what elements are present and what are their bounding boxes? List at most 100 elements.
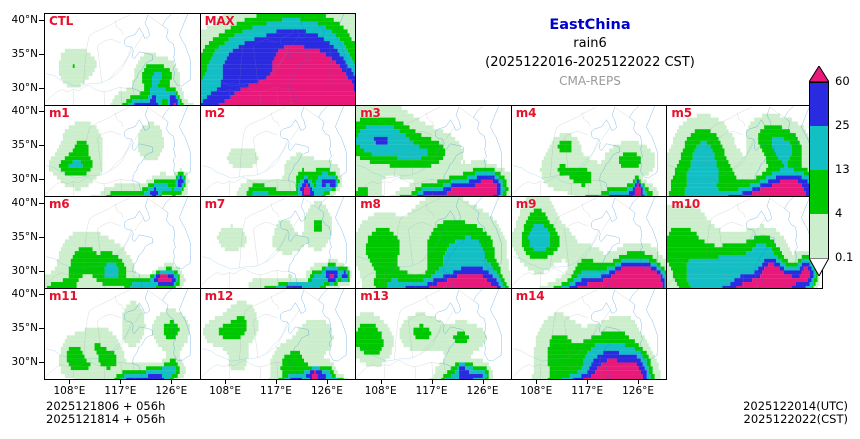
- precipitation-field: [356, 289, 511, 380]
- x-tick-mark: [380, 379, 382, 384]
- panel-label-m7: m7: [204, 197, 226, 211]
- colorbar-over-arrow: [808, 65, 830, 83]
- map-panel-m8: m8: [355, 196, 512, 289]
- x-tick-label: 108°E: [209, 385, 242, 397]
- precipitation-field: [511, 197, 667, 288]
- panel-label-m4: m4: [515, 105, 537, 120]
- colorbar-band: [809, 126, 829, 170]
- y-tick-mark: [39, 294, 44, 296]
- y-tick-label: 40°N: [11, 13, 38, 26]
- panel-label-m11: m11: [49, 288, 78, 303]
- y-tick-label: 35°N: [11, 139, 38, 152]
- precipitation-field: [45, 106, 200, 197]
- y-tick-mark: [39, 202, 44, 204]
- y-tick-mark: [39, 179, 44, 181]
- y-tick-label: 35°N: [11, 322, 38, 335]
- x-tick-label: 117°E: [104, 385, 137, 397]
- map-panel-m7: m7: [199, 196, 357, 289]
- colorbar-tick-label: 0.1: [835, 250, 854, 264]
- y-tick-label: 35°N: [11, 47, 38, 60]
- colorbar-band: [809, 82, 829, 126]
- y-tick-label: 30°N: [11, 356, 38, 369]
- colorbar-under-arrow: [808, 257, 830, 278]
- x-tick-label: 126°E: [466, 385, 499, 397]
- x-tick-label: 108°E: [520, 385, 553, 397]
- model-source-label: CMA-REPS: [559, 74, 621, 88]
- panel-label-max: MAX: [204, 14, 235, 28]
- x-tick-mark: [536, 379, 538, 384]
- y-tick-label: 30°N: [11, 81, 38, 94]
- map-panel-m12: m12: [199, 287, 357, 380]
- y-tick-label: 30°N: [11, 173, 38, 186]
- panel-label-m9: m9: [515, 197, 537, 211]
- x-tick-mark: [638, 379, 640, 384]
- footer-init-time-2: 2025121814 + 056h: [46, 412, 166, 426]
- x-tick-mark: [225, 379, 227, 384]
- colorbar-band: [809, 214, 829, 258]
- panel-label-m13: m13: [360, 288, 389, 303]
- y-tick-mark: [39, 19, 44, 21]
- x-tick-mark: [69, 379, 71, 384]
- y-tick-label: 35°N: [11, 230, 38, 243]
- x-tick-mark: [482, 379, 484, 384]
- precipitation-field: [356, 105, 511, 197]
- map-panel-m6: m6: [44, 196, 201, 289]
- x-tick-mark: [120, 379, 122, 384]
- map-panel-max: MAX: [199, 13, 357, 106]
- x-tick-mark: [171, 379, 173, 384]
- footer-valid-cst: 2025122022(CST): [743, 412, 849, 426]
- panel-label-ctl: CTL: [49, 14, 74, 28]
- precipitation-field: [200, 14, 356, 105]
- map-panel-m3: m3: [355, 104, 512, 197]
- map-panel-m9: m9: [510, 196, 668, 289]
- x-tick-label: 126°E: [155, 385, 188, 397]
- valid-time-range: (2025122016-2025122022 CST): [485, 55, 695, 70]
- x-tick-mark: [431, 379, 433, 384]
- precipitation-field: [45, 14, 194, 105]
- panel-label-m14: m14: [515, 288, 545, 303]
- colorbar: 60 25 13 4 0.1: [808, 65, 860, 322]
- map-panel-m11: m11: [44, 287, 201, 380]
- map-panel-m1: m1: [44, 104, 201, 197]
- colorbar-tick-label: 60: [835, 74, 850, 88]
- panel-label-m6: m6: [49, 197, 70, 211]
- x-tick-label: 117°E: [260, 385, 292, 397]
- colorbar-tick-label: 13: [835, 162, 850, 176]
- region-title: EastChina: [549, 17, 631, 33]
- precipitation-field: [512, 289, 661, 380]
- precipitation-field: [201, 106, 356, 197]
- panel-label-m3: m3: [360, 105, 381, 120]
- y-tick-label: 40°N: [11, 288, 38, 301]
- map-panel-m13: m13: [355, 287, 512, 380]
- y-tick-label: 40°N: [11, 196, 38, 209]
- panel-label-m2: m2: [204, 105, 226, 120]
- map-panel-m10: m10: [666, 196, 823, 289]
- panel-label-m10: m10: [671, 197, 700, 211]
- precipitation-field: [201, 289, 348, 380]
- precipitation-field: [512, 106, 659, 197]
- x-tick-label: 126°E: [622, 385, 655, 397]
- title-block: EastChina rain6 (2025122016-2025122022 C…: [430, 16, 750, 90]
- x-tick-mark: [326, 379, 328, 384]
- map-panel-m14: m14: [510, 287, 668, 380]
- panel-label-m1: m1: [49, 105, 70, 120]
- y-tick-mark: [39, 362, 44, 364]
- y-tick-mark: [39, 236, 44, 238]
- x-tick-label: 117°E: [415, 385, 448, 397]
- y-tick-mark: [39, 111, 44, 113]
- precipitation-field: [45, 197, 200, 288]
- map-panel-ctl: CTL: [44, 13, 201, 106]
- footer-init-time-1: 2025121806 + 056h: [46, 399, 166, 413]
- map-panel-m4: m4: [510, 104, 668, 197]
- precipitation-field: [45, 289, 200, 380]
- y-tick-label: 30°N: [11, 264, 38, 277]
- y-tick-mark: [39, 87, 44, 89]
- y-tick-label: 40°N: [11, 105, 38, 118]
- precipitation-field: [201, 197, 352, 288]
- map-panel-m5: m5: [666, 104, 823, 197]
- y-tick-mark: [39, 270, 44, 272]
- precipitation-field: [356, 197, 511, 288]
- panel-label-m5: m5: [671, 105, 692, 120]
- colorbar-tick-label: 4: [835, 206, 843, 220]
